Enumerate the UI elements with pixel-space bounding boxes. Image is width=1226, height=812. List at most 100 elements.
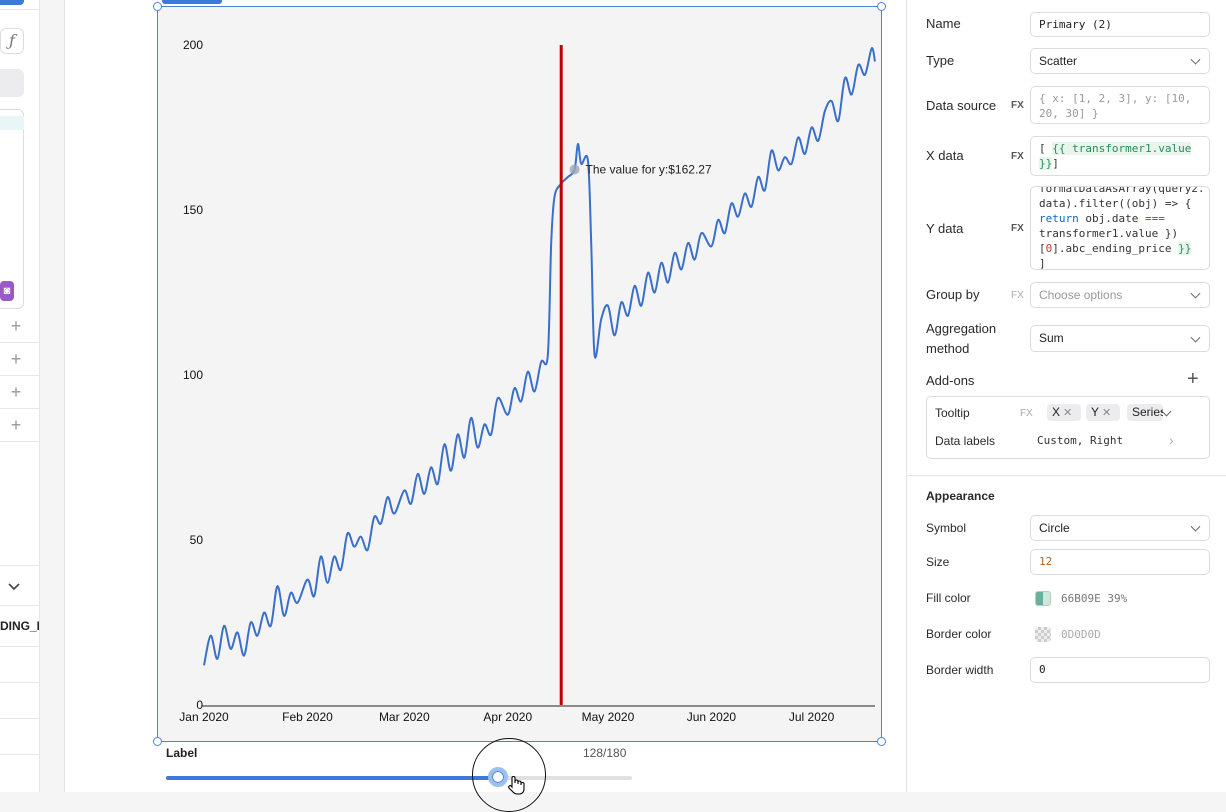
series-layer bbox=[203, 47, 876, 666]
border-color-swatch[interactable] bbox=[1035, 627, 1051, 642]
border-color-value[interactable]: 0D0D0D bbox=[1061, 628, 1101, 641]
tooltip-chip-y[interactable]: Y ✕ bbox=[1086, 404, 1120, 421]
add-icon[interactable]: + bbox=[10, 382, 22, 402]
fx-icon[interactable]: FX bbox=[1011, 223, 1024, 234]
group-by-select[interactable]: Choose options bbox=[1030, 282, 1210, 308]
tooltip-addon-label[interactable]: Tooltip bbox=[935, 406, 970, 420]
table-row-divider bbox=[0, 646, 39, 647]
add-addon-button[interactable]: + bbox=[1187, 368, 1199, 390]
y-tick-label: 0 bbox=[196, 698, 203, 712]
x-data-label: X data bbox=[926, 148, 964, 163]
section-divider bbox=[907, 475, 1226, 476]
slider-label: Label bbox=[166, 746, 198, 760]
highlighted-row[interactable] bbox=[0, 116, 24, 130]
function-icon[interactable]: ƒ bbox=[0, 28, 24, 54]
table-row-divider bbox=[0, 718, 39, 719]
code-line: [0].abc_ending_price }} bbox=[1039, 242, 1192, 255]
group-by-placeholder: Choose options bbox=[1039, 288, 1123, 302]
chip-label: Series bbox=[1132, 405, 1163, 419]
x-tick-label: Jul 2020 bbox=[789, 710, 835, 724]
resize-handle[interactable] bbox=[877, 737, 886, 746]
y-tick-label: 150 bbox=[183, 203, 203, 217]
aggregation-label: Aggregation method bbox=[926, 321, 997, 356]
y-data-code-editor[interactable]: formatDataAsArray(query2. data).filter((… bbox=[1030, 186, 1210, 270]
addons-label: Add-ons bbox=[926, 373, 975, 388]
divider bbox=[0, 408, 39, 409]
name-input[interactable]: Primary (2) bbox=[1030, 12, 1210, 37]
chevron-down-icon[interactable] bbox=[8, 580, 20, 594]
symbol-select[interactable]: Circle bbox=[1030, 515, 1210, 541]
hover-point[interactable] bbox=[569, 164, 580, 175]
code-line: return obj.date === bbox=[1039, 212, 1165, 225]
chart-component-frame[interactable] bbox=[157, 6, 882, 742]
border-width-label: Border width bbox=[926, 663, 994, 677]
fx-icon[interactable]: FX bbox=[1011, 151, 1024, 162]
tooltip-chip-series[interactable]: Series bbox=[1127, 404, 1163, 421]
fx-icon[interactable]: FX bbox=[1011, 290, 1024, 301]
data-source-label: Data source bbox=[926, 98, 997, 113]
type-select[interactable]: Scatter bbox=[1030, 48, 1210, 74]
divider bbox=[0, 9, 39, 10]
border-width-input[interactable]: 0 bbox=[1030, 657, 1210, 683]
collapsed-row[interactable] bbox=[0, 69, 24, 97]
hand-cursor-icon bbox=[506, 775, 526, 800]
close-icon[interactable]: ✕ bbox=[1063, 407, 1073, 419]
x-tick-label: May 2020 bbox=[582, 710, 635, 724]
x-data-code-editor[interactable]: [ {{ transformer1.value }}] bbox=[1030, 136, 1210, 176]
x-tick-label: Apr 2020 bbox=[483, 710, 532, 724]
resize-handle[interactable] bbox=[153, 2, 162, 11]
divider bbox=[0, 605, 39, 606]
size-input[interactable]: 12 bbox=[1030, 549, 1210, 575]
tooltip-label: The value for y:$162.27 bbox=[586, 163, 712, 177]
close-icon[interactable]: ✕ bbox=[1102, 407, 1112, 419]
y-tick-label: 50 bbox=[190, 533, 204, 547]
slider-value: 128/180 bbox=[583, 746, 627, 760]
type-select-value: Scatter bbox=[1039, 54, 1078, 68]
robot-icon[interactable]: ◙ bbox=[0, 281, 14, 301]
data-source-input[interactable]: { x: [1, 2, 3], y: [10, 20, 30] } bbox=[1030, 86, 1210, 124]
line-chart[interactable]: 0 50 100 150 200 Jan 2020 Feb 2020 Mar 2020 Apr… bbox=[157, 6, 882, 742]
aggregation-select[interactable]: Sum bbox=[1030, 325, 1210, 352]
type-label: Type bbox=[926, 53, 955, 68]
data-labels-value: Custom, Right bbox=[1037, 434, 1124, 447]
fill-color-value[interactable]: 66B09E 39% bbox=[1061, 592, 1128, 605]
divider bbox=[0, 342, 39, 343]
symbol-label: Symbol bbox=[926, 521, 967, 535]
y-tick-label: 100 bbox=[183, 368, 203, 382]
chevron-down-icon bbox=[1190, 54, 1201, 65]
chevron-down-icon bbox=[1190, 521, 1201, 532]
data-labels-addon-label[interactable]: Data labels bbox=[935, 434, 996, 448]
slider-track[interactable] bbox=[166, 776, 632, 780]
divider bbox=[0, 375, 39, 376]
selected-component-tab[interactable] bbox=[162, 0, 222, 4]
table-column-header[interactable]: DING_F bbox=[0, 619, 40, 633]
table-row-divider bbox=[0, 754, 39, 755]
appearance-heading: Appearance bbox=[926, 489, 995, 503]
y-tick-label: 200 bbox=[183, 38, 203, 52]
aggregation-value: Sum bbox=[1039, 331, 1064, 345]
chevron-right-icon[interactable]: › bbox=[1169, 432, 1174, 448]
add-icon[interactable]: + bbox=[10, 316, 22, 336]
x-axis: Jan 2020 Feb 2020 Mar 2020 Apr 2020 May 2020… bbox=[179, 710, 834, 724]
fill-color-swatch[interactable] bbox=[1035, 591, 1051, 606]
chip-label: X bbox=[1052, 405, 1061, 419]
chip-label: Y bbox=[1091, 405, 1100, 419]
x-tick-label: Jan 2020 bbox=[179, 710, 229, 724]
fill-color-label: Fill color bbox=[926, 591, 971, 605]
add-icon[interactable]: + bbox=[10, 415, 22, 435]
x-tick-label: Jun 2020 bbox=[687, 710, 737, 724]
add-icon[interactable]: + bbox=[10, 349, 22, 369]
addons-list bbox=[926, 396, 1210, 459]
fx-icon[interactable]: FX bbox=[1011, 100, 1024, 111]
resize-handle[interactable] bbox=[877, 2, 886, 11]
symbol-value: Circle bbox=[1039, 521, 1070, 535]
fx-icon[interactable]: FX bbox=[1020, 408, 1033, 419]
canvas-divider bbox=[64, 0, 65, 792]
inspector-panel: Name Primary (2) Type Scatter Data sourc… bbox=[906, 0, 1226, 792]
x-tick-label: Feb 2020 bbox=[282, 710, 333, 724]
code-line: transformer1.value }) bbox=[1039, 227, 1179, 240]
resize-handle[interactable] bbox=[153, 737, 162, 746]
y-data-label: Y data bbox=[926, 221, 964, 236]
divider bbox=[0, 441, 39, 442]
tooltip-chip-x[interactable]: X ✕ bbox=[1047, 404, 1081, 421]
